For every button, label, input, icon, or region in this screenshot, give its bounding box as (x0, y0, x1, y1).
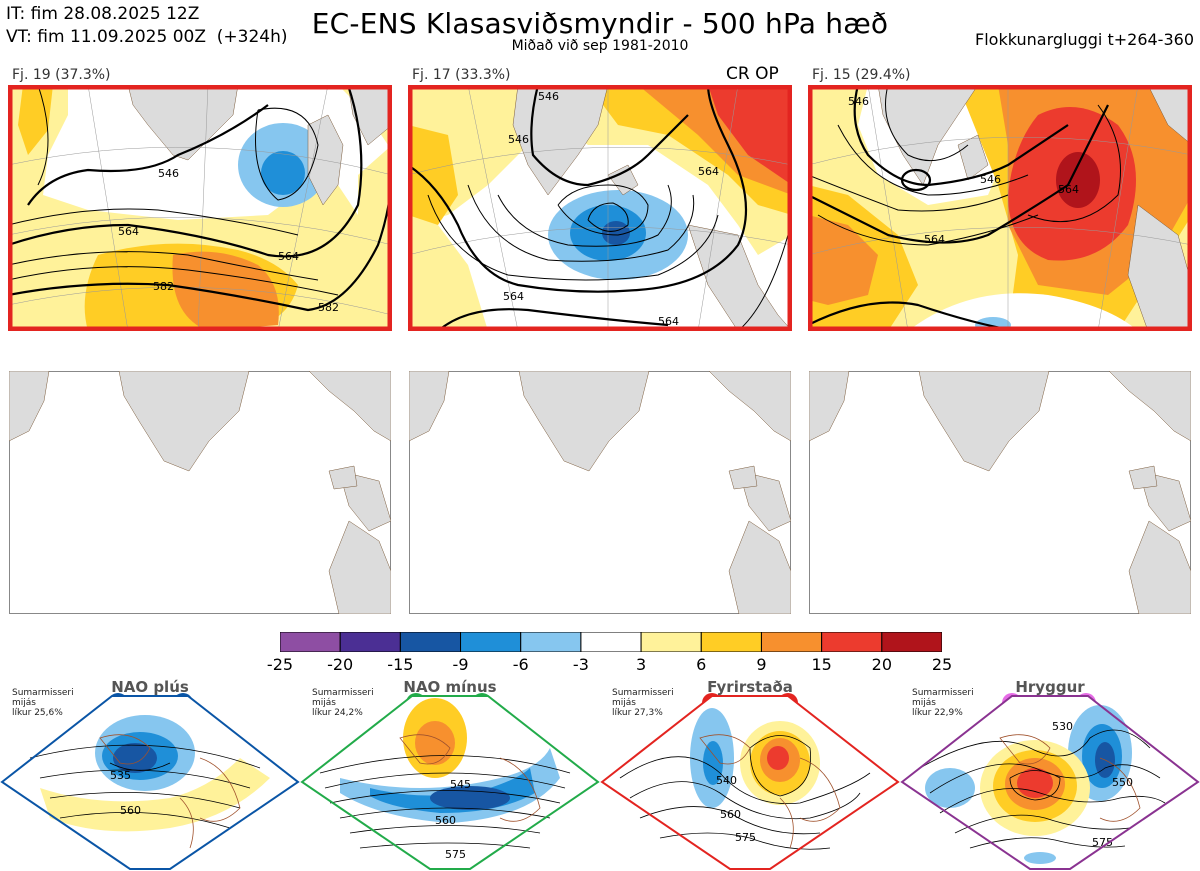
panel-2-label: Fj. 17 (33.3%) (412, 67, 511, 83)
colorbar-tick-label: 15 (811, 655, 832, 674)
colorbar-swatch (881, 631, 943, 653)
panel-3-label: Fj. 15 (29.4%) (812, 67, 911, 83)
panel-1-contour-label: 564 (278, 250, 299, 263)
colorbar-tick-label: 3 (635, 655, 647, 674)
panel-2-contour-label: 546 (538, 90, 559, 103)
panel-3-contour-label: 564 (1058, 183, 1079, 196)
classification-window: Flokkunargluggi t+264-360 (975, 30, 1194, 49)
colorbar (279, 631, 943, 653)
colorbar-tick-label: -9 (452, 655, 469, 674)
colorbar-swatch (580, 631, 642, 653)
panel-2-contour-label: 564 (698, 165, 719, 178)
regime-info: Sumarmisseri mijás líkur 24,2% (312, 688, 374, 718)
cluster-map-2[interactable]: 546 546 564 564 564 (408, 85, 792, 331)
regime-blocking: Fyrirstaða Sumarmisseri mijás líkur 27,3% … (600, 678, 900, 871)
panel-1-contour-label: 546 (158, 167, 179, 180)
empty-map-1 (9, 371, 391, 614)
panel-1-contour-label: 582 (318, 301, 339, 314)
regime-info: Sumarmisseri mijás líkur 22,9% (912, 688, 974, 718)
colorbar-tick-label: 25 (931, 655, 953, 674)
regime-title: NAO plús (111, 678, 189, 696)
regime-title: NAO mínus (403, 678, 497, 696)
colorbar-swatch (520, 631, 582, 653)
regime-contour-label: 560 (720, 808, 741, 821)
regime-contour-label: 575 (445, 848, 466, 861)
colorbar-swatch (279, 631, 341, 653)
regime-contour-label: 550 (1112, 776, 1133, 789)
regime-contour-label: 530 (1052, 720, 1073, 733)
colorbar-swatches (279, 631, 943, 653)
initial-time: IT: fim 28.08.2025 12Z (6, 4, 200, 24)
regime-frame (900, 695, 1200, 870)
regime-info: Sumarmisseri mijás líkur 27,3% (612, 688, 674, 718)
valid-time: VT: fim 11.09.2025 00Z (+324h) (6, 27, 288, 47)
colorbar-tick-label: -15 (387, 655, 414, 674)
regime-frame (600, 695, 900, 870)
regime-ridge: Hryggur Sumarmisseri mijás líkur 22,9% 530… (900, 678, 1200, 871)
regime-frame (0, 695, 300, 870)
colorbar-tick-label: 20 (871, 655, 892, 674)
panel-1-frame (8, 85, 392, 331)
colorbar-tick-label: -20 (327, 655, 354, 674)
panel-2-contour-label: 546 (508, 133, 529, 146)
panel-3-frame (808, 85, 1192, 331)
colorbar-swatch (460, 631, 522, 653)
regime-nao-plus: NAO plús Sumarmisseri mijás líkur 25,6% 53… (0, 678, 300, 871)
empty-map-3 (809, 371, 1191, 614)
regime-nao-minus: NAO mínus Sumarmisseri mijás líkur 24,2% 5… (300, 678, 600, 871)
colorbar-swatch (339, 631, 401, 653)
colorbar-swatch (640, 631, 702, 653)
panel-3-contour-label: 546 (980, 173, 1001, 186)
forecast-times: IT: fim 28.08.2025 12Z VT: fim 11.09.2025… (6, 3, 288, 49)
panel-2-contour-label: 564 (658, 315, 679, 328)
regime-contour-label: 575 (1092, 836, 1113, 849)
colorbar-swatch (399, 631, 462, 653)
colorbar-tick-label: 6 (696, 655, 707, 674)
colorbar-tick-label: -25 (266, 655, 294, 674)
page-title: EC-ENS Klasasviðsmyndir - 500 hPa hæð (311, 7, 889, 40)
regime-contour-label: 535 (110, 769, 131, 782)
colorbar-tick-label: 9 (756, 655, 767, 674)
regime-title: Fyrirstaða (707, 678, 793, 696)
panel-3-contour-label: 546 (848, 95, 869, 108)
empty-map-2 (409, 371, 791, 614)
regime-contour-label: 545 (450, 778, 471, 791)
panel-2-frame (408, 85, 792, 331)
page-subtitle: Miðað við sep 1981-2010 (511, 38, 689, 54)
colorbar-tick-label: -6 (512, 655, 529, 674)
colorbar-swatch (821, 631, 883, 653)
colorbar-tick-label: -3 (572, 655, 589, 674)
panel-1-label: Fj. 19 (37.3%) (12, 67, 111, 83)
panel-2-tag: CR OP (726, 64, 779, 84)
regime-frame (300, 695, 600, 870)
panel-2-contour-label: 564 (503, 290, 524, 303)
panel-1-contour-label: 564 (118, 225, 139, 238)
regime-info: Sumarmisseri mijás líkur 25,6% (12, 688, 74, 718)
cluster-map-1[interactable]: 546 564 564 582 582 (8, 85, 392, 331)
regime-contour-label: 575 (735, 831, 756, 844)
cluster-map-3[interactable]: 546 546 564 564 (808, 85, 1192, 331)
panel-3-contour-label: 564 (924, 233, 945, 246)
regime-contour-label: 540 (716, 774, 737, 787)
regime-contour-label: 560 (435, 814, 456, 827)
panel-1-contour-label: 582 (153, 280, 174, 293)
regime-contour-label: 560 (120, 804, 141, 817)
colorbar-swatch (700, 631, 762, 653)
regime-title: Hryggur (1015, 678, 1085, 696)
colorbar-swatch (760, 631, 823, 653)
